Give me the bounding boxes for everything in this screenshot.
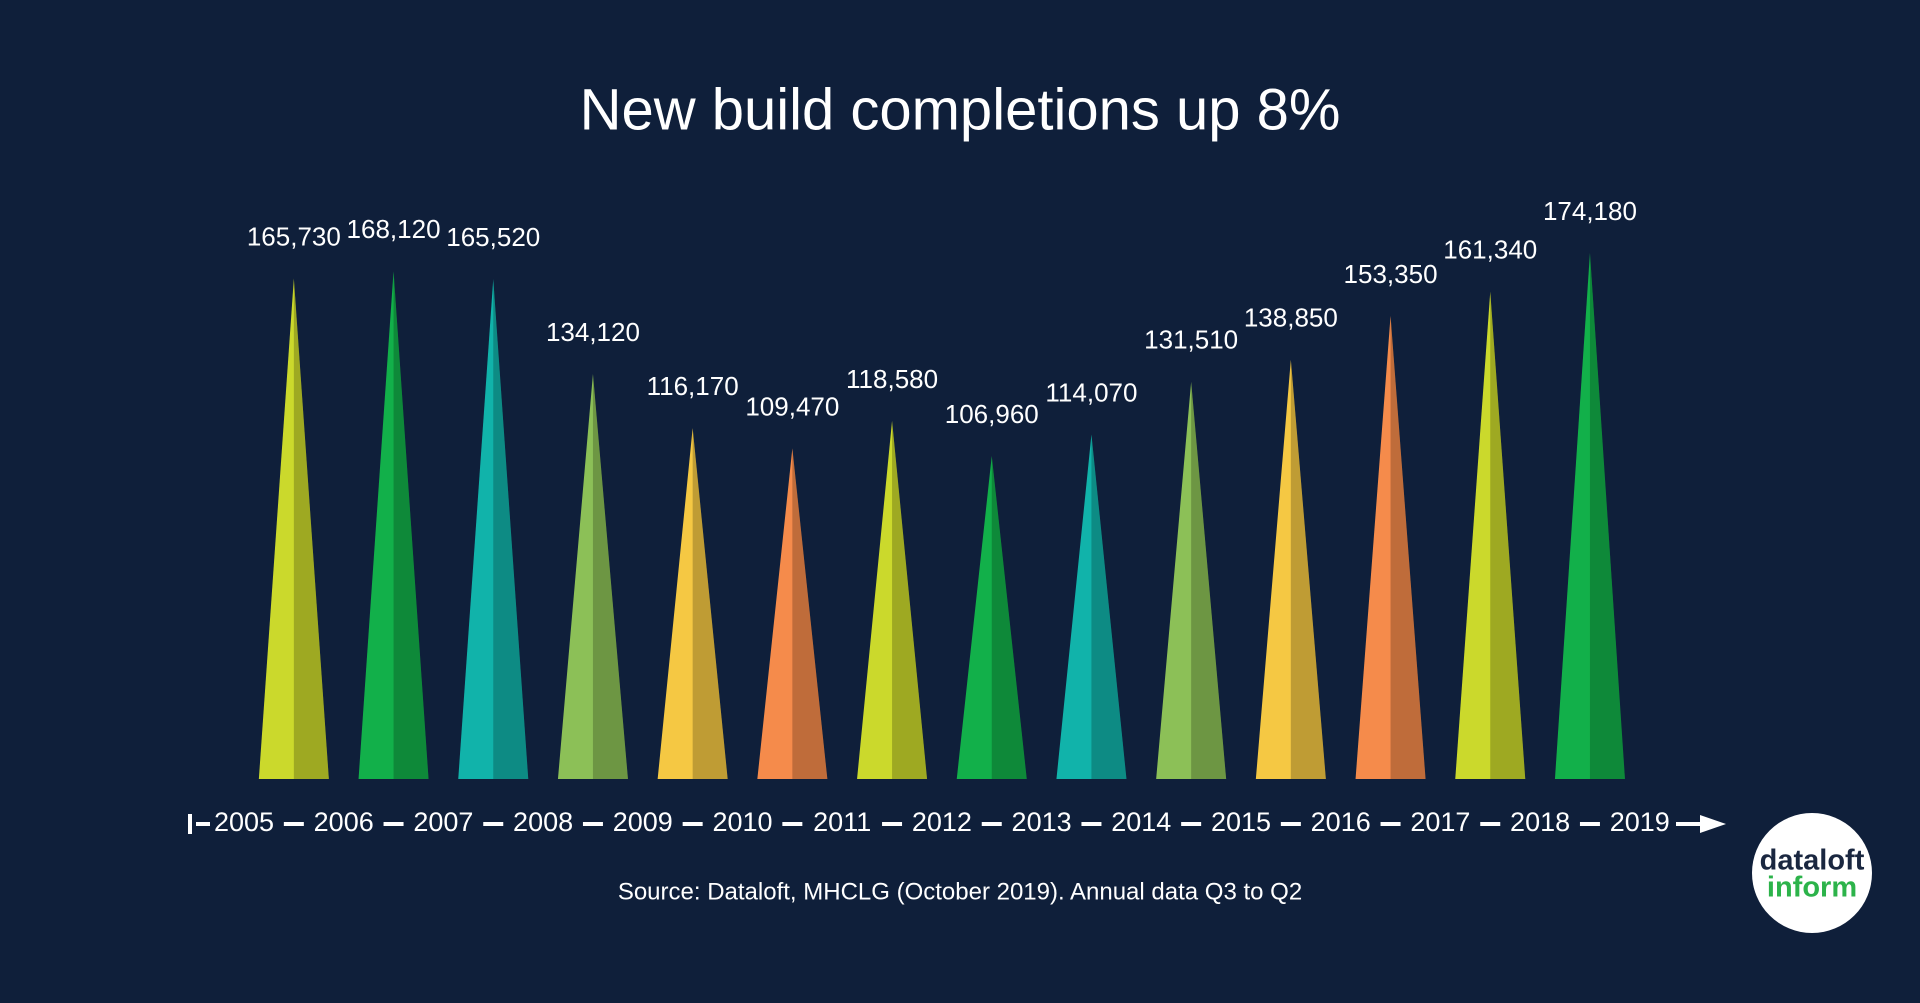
value-label: 114,070	[1045, 377, 1137, 407]
value-label: 161,340	[1443, 235, 1537, 265]
triangle-shade	[592, 373, 628, 779]
value-label: 168,120	[347, 214, 441, 244]
triangle	[1255, 359, 1326, 779]
timeline-year: 2009	[613, 807, 673, 837]
timeline-year: 2006	[314, 807, 374, 837]
timeline-year: 2011	[813, 807, 871, 837]
triangle	[1355, 315, 1426, 779]
triangle	[757, 448, 828, 779]
logo-circle	[1752, 813, 1872, 933]
triangle	[956, 455, 1027, 779]
timeline-year: 2017	[1410, 807, 1470, 837]
triangle	[657, 428, 728, 779]
triangle-shade	[293, 278, 329, 779]
value-label: 165,730	[247, 221, 341, 251]
logo-text: dataloft	[1760, 845, 1865, 877]
timeline-year: 2012	[912, 807, 972, 837]
value-label: 116,170	[647, 371, 739, 401]
timeline-year: 2018	[1510, 807, 1570, 837]
value-label: 131,510	[1144, 325, 1238, 355]
value-label: 153,350	[1344, 259, 1438, 289]
triangle-shade	[1091, 434, 1127, 779]
triangle-shade	[393, 271, 429, 779]
value-label: 106,960	[945, 399, 1039, 429]
timeline-year: 2013	[1012, 807, 1072, 837]
triangle	[258, 278, 329, 779]
value-label: 138,850	[1244, 303, 1338, 333]
timeline-year: 2010	[712, 807, 772, 837]
value-label: 165,520	[446, 222, 540, 252]
triangle-shade	[892, 420, 928, 779]
triangle-shade	[792, 448, 828, 779]
timeline-year: 2008	[513, 807, 573, 837]
triangle-shade	[493, 279, 529, 779]
timeline-year: 2005	[214, 807, 274, 837]
triangle-shade	[1290, 359, 1326, 779]
timeline-year: 2019	[1610, 807, 1670, 837]
triangle	[857, 420, 928, 779]
triangle	[1056, 434, 1127, 779]
triangle	[1455, 291, 1526, 779]
value-label: 118,580	[846, 364, 938, 394]
value-label: 134,120	[546, 317, 640, 347]
timeline-year: 2016	[1311, 807, 1371, 837]
timeline-year: 2014	[1111, 807, 1171, 837]
timeline-year: 2015	[1211, 807, 1271, 837]
value-label: 174,180	[1543, 196, 1637, 226]
triangle	[557, 373, 628, 779]
timeline-year: 2007	[413, 807, 473, 837]
triangle-shade	[1390, 315, 1426, 779]
triangle-shade	[1490, 291, 1526, 779]
triangle-shade	[692, 428, 728, 779]
triangle-shade	[1589, 253, 1625, 779]
triangle-shade	[991, 455, 1027, 779]
triangle	[458, 279, 529, 779]
source: Source: Dataloft, MHCLG (October 2019). …	[618, 878, 1302, 905]
triangle	[1156, 381, 1227, 779]
triangle	[1554, 253, 1625, 779]
triangle	[358, 271, 429, 779]
logo-text: inform	[1767, 872, 1857, 904]
chart-title: New build completions up 8%	[580, 77, 1341, 142]
value-label: 109,470	[745, 391, 839, 421]
timeline-arrow	[1700, 815, 1726, 833]
triangle-shade	[1191, 381, 1227, 779]
